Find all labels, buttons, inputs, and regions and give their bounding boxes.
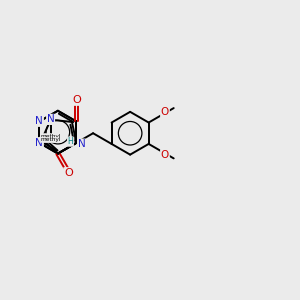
- Text: N: N: [47, 114, 55, 124]
- Text: N: N: [35, 116, 43, 126]
- Text: methyl: methyl: [41, 137, 61, 142]
- Text: O: O: [161, 107, 169, 117]
- Text: N: N: [47, 114, 55, 124]
- Text: O: O: [72, 95, 81, 105]
- Text: N: N: [77, 139, 85, 149]
- Text: N: N: [35, 138, 43, 148]
- Text: methyl: methyl: [40, 137, 61, 142]
- Text: O: O: [72, 95, 81, 105]
- Text: H: H: [68, 137, 74, 146]
- Text: N: N: [77, 139, 85, 149]
- Text: N: N: [35, 116, 43, 126]
- Text: methyl: methyl: [40, 137, 62, 142]
- Text: O: O: [64, 168, 73, 178]
- Text: O: O: [161, 150, 169, 160]
- Text: methyl: methyl: [40, 134, 61, 139]
- Text: H: H: [68, 137, 74, 146]
- Text: N: N: [35, 138, 43, 148]
- Text: O: O: [161, 107, 169, 117]
- Text: O: O: [64, 168, 73, 178]
- Text: O: O: [161, 150, 169, 160]
